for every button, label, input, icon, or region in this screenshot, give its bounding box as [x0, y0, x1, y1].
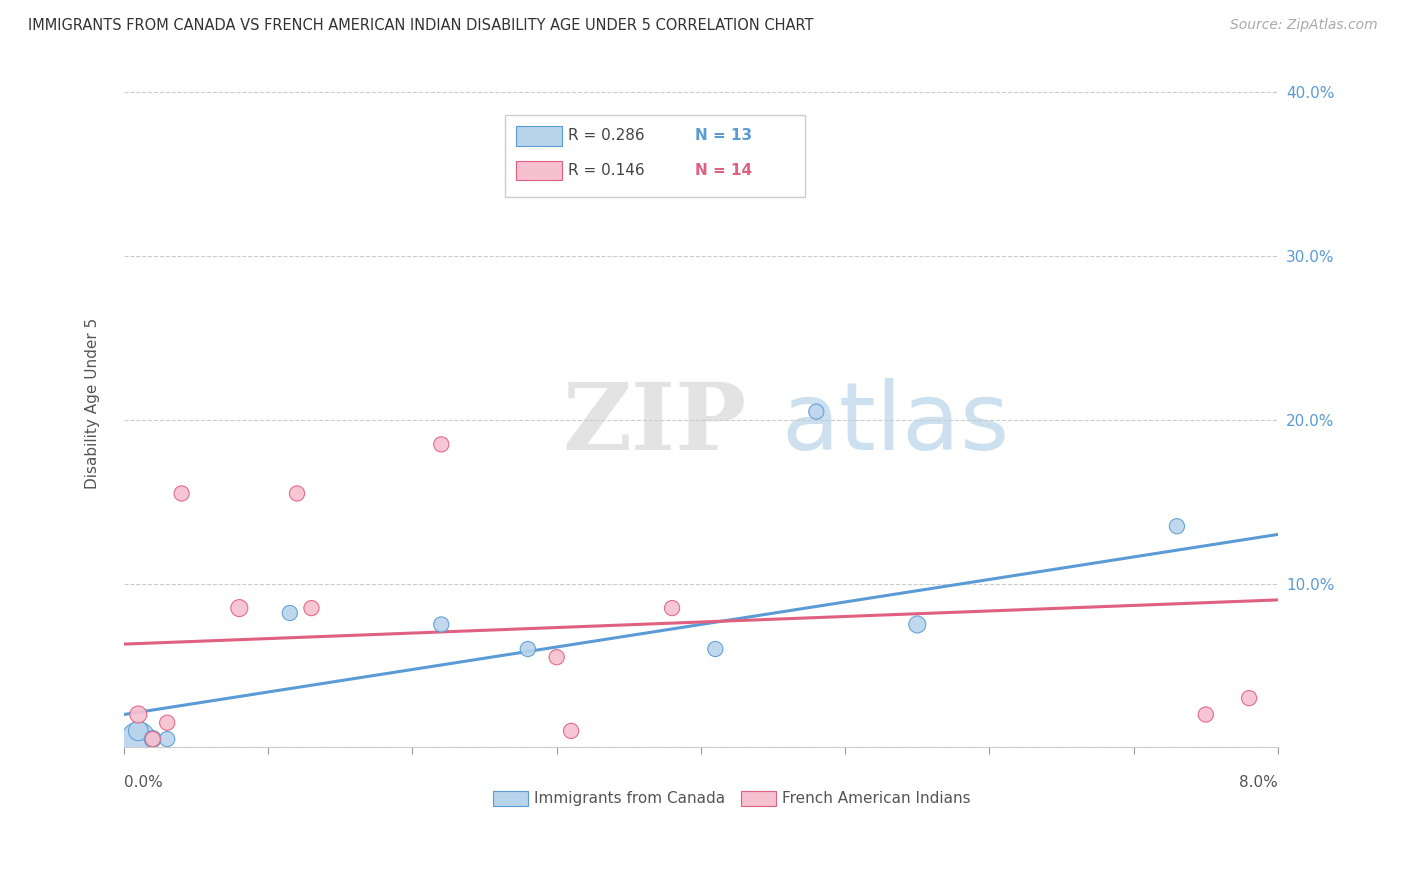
Point	[142, 732, 165, 747]
Point	[704, 642, 727, 657]
Point	[127, 723, 149, 738]
Point	[560, 159, 582, 173]
Point	[156, 715, 179, 730]
Y-axis label: Disability Age Under 5: Disability Age Under 5	[86, 318, 100, 489]
Point	[560, 723, 582, 738]
Point	[285, 486, 308, 500]
Text: R = 0.286: R = 0.286	[568, 128, 645, 144]
FancyBboxPatch shape	[516, 127, 562, 145]
Point	[127, 707, 149, 722]
Point	[661, 601, 683, 615]
Text: R = 0.146: R = 0.146	[568, 163, 645, 178]
Point	[546, 650, 568, 665]
FancyBboxPatch shape	[494, 790, 527, 805]
Text: N = 14: N = 14	[695, 163, 752, 178]
Point	[228, 601, 250, 615]
Point	[516, 642, 538, 657]
Point	[1166, 519, 1188, 533]
FancyBboxPatch shape	[505, 114, 804, 197]
Point	[156, 732, 179, 747]
Text: ZIP: ZIP	[562, 379, 747, 469]
Point	[430, 437, 453, 451]
Text: 8.0%: 8.0%	[1239, 775, 1278, 789]
Text: atlas: atlas	[782, 378, 1010, 470]
Point	[278, 606, 301, 620]
Text: N = 13: N = 13	[695, 128, 752, 144]
Point	[1195, 707, 1218, 722]
Text: 0.0%: 0.0%	[124, 775, 163, 789]
FancyBboxPatch shape	[516, 161, 562, 180]
Text: Immigrants from Canada: Immigrants from Canada	[534, 790, 724, 805]
Text: IMMIGRANTS FROM CANADA VS FRENCH AMERICAN INDIAN DISABILITY AGE UNDER 5 CORRELAT: IMMIGRANTS FROM CANADA VS FRENCH AMERICA…	[28, 18, 814, 33]
Point	[806, 404, 828, 418]
Text: Source: ZipAtlas.com: Source: ZipAtlas.com	[1230, 18, 1378, 32]
Point	[170, 486, 193, 500]
Text: French American Indians: French American Indians	[782, 790, 970, 805]
Point	[430, 617, 453, 632]
Point	[905, 617, 928, 632]
Point	[127, 732, 149, 747]
Point	[142, 732, 165, 747]
Point	[301, 601, 323, 615]
FancyBboxPatch shape	[741, 790, 776, 805]
Point	[1237, 691, 1260, 706]
